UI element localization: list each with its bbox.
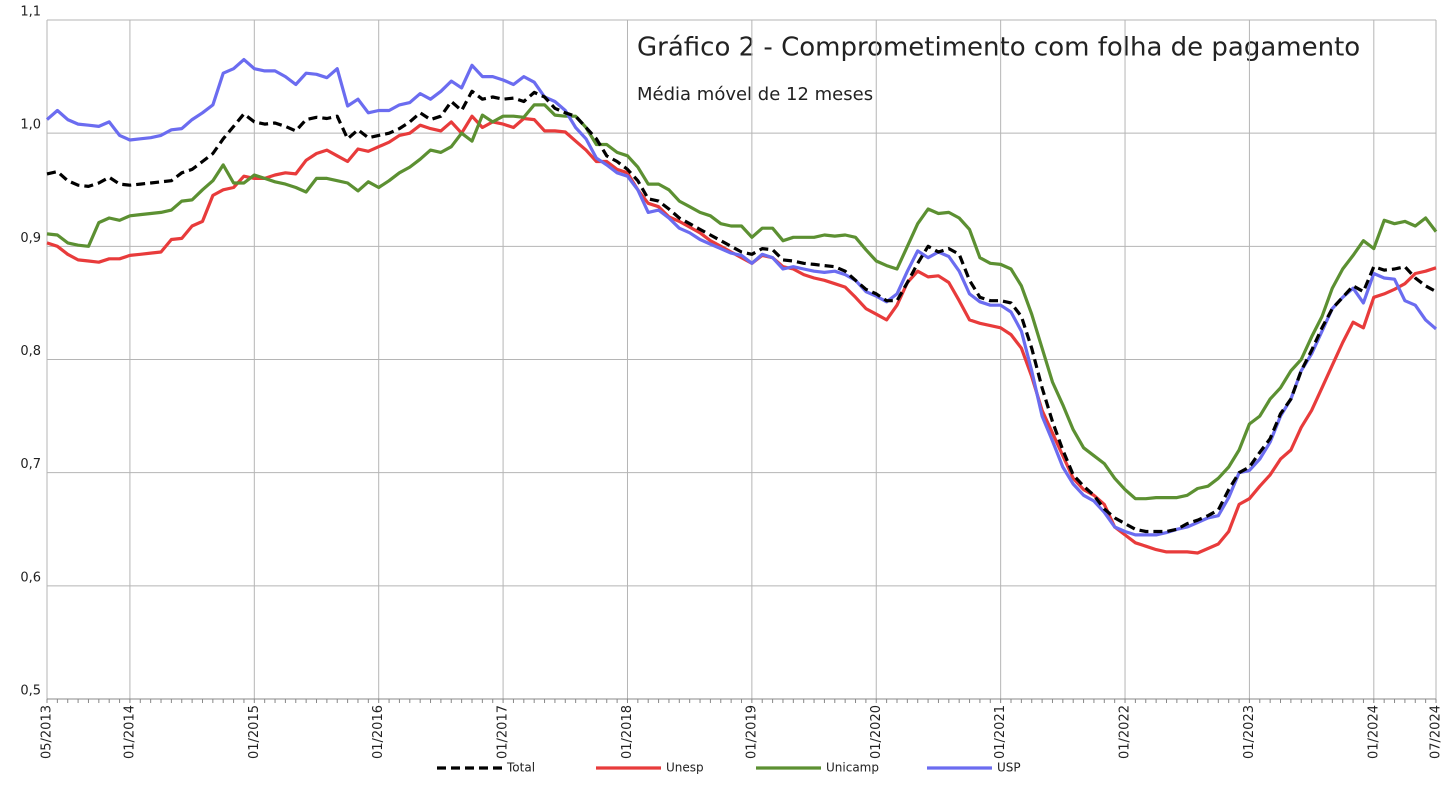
x-tick-label: 01/2015: [247, 705, 262, 759]
x-tick-label: 01/2024: [1366, 705, 1381, 759]
y-tick-label: 0,7: [20, 457, 41, 472]
y-tick-label: 0,9: [20, 231, 41, 246]
legend-label: USP: [997, 761, 1021, 775]
legend-label: Unesp: [666, 761, 704, 775]
y-tick-label: 1,1: [20, 5, 41, 20]
x-tick-label: 01/2021: [993, 705, 1008, 759]
x-tick-label: 01/2014: [122, 705, 137, 759]
series-line: [45, 58, 1438, 537]
x-tick-label: 01/2020: [869, 705, 884, 759]
x-tick-label: 01/2019: [744, 705, 759, 759]
legend-label: Unicamp: [826, 761, 879, 775]
x-tick-label: 05/2013: [40, 705, 55, 759]
plot: 0,5 0,6 0,7 0,8 0,9 1,0 1,1 05/2013 01/2014 01/20…: [20, 5, 1441, 775]
series-line: [46, 114, 1437, 555]
x-tick-label: 01/2016: [371, 705, 386, 759]
x-tick-label: 01/2018: [620, 705, 635, 759]
y-tick-label: 0,5: [20, 684, 41, 699]
x-tick-label: 01/2017: [496, 705, 511, 759]
chart-subtitle: Média móvel de 12 meses: [637, 84, 873, 105]
y-tick-label: 1,0: [20, 118, 41, 133]
y-tick-label: 0,8: [20, 344, 41, 359]
x-tick-label: 07/2024: [1429, 705, 1441, 759]
chart-title: Gráfico 2 - Comprometimento com folha de…: [637, 33, 1360, 63]
x-tick-label: 01/2022: [1118, 705, 1133, 759]
series-line: [46, 103, 1438, 501]
y-tick-label: 0,6: [20, 570, 41, 585]
legend-label: Total: [506, 761, 535, 775]
series-line: [46, 89, 1437, 534]
x-tick-label: 01/2023: [1242, 705, 1257, 759]
